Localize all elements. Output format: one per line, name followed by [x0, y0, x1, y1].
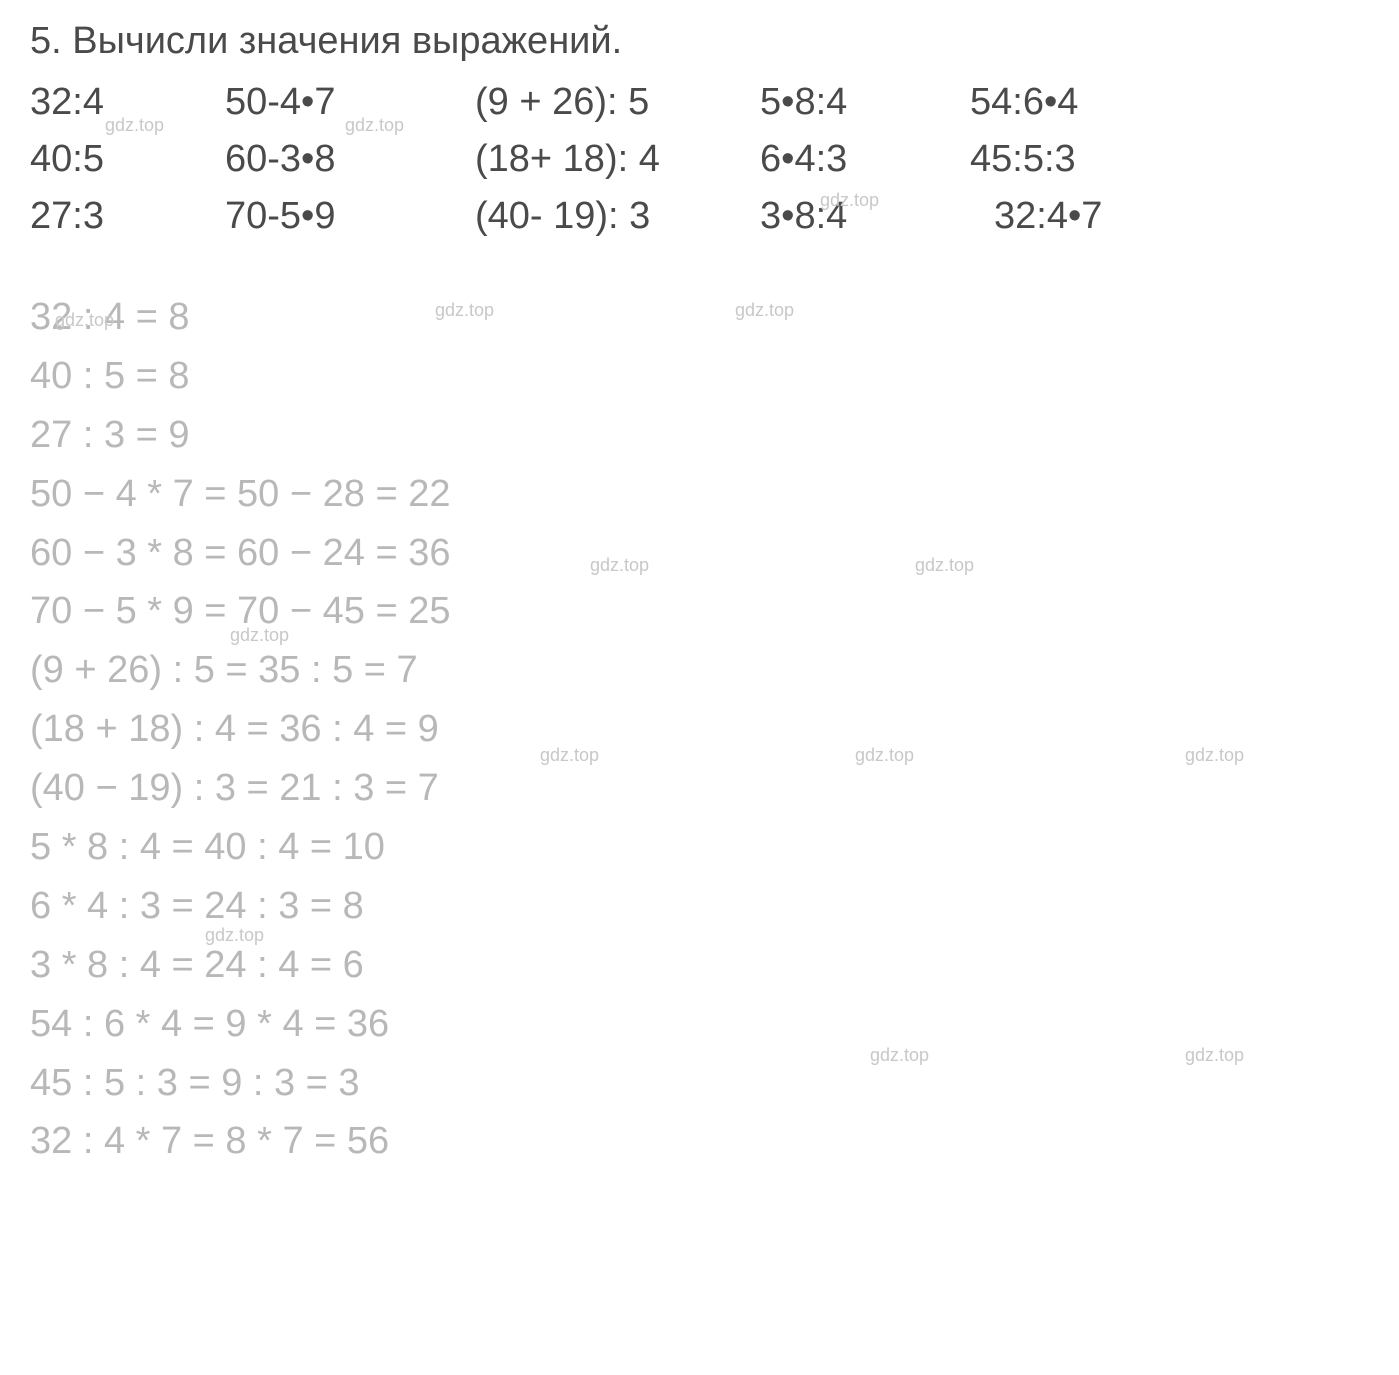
solution-line: (40 − 19) : 3 = 21 : 3 = 7: [30, 759, 1369, 818]
solution-line: 50 − 4 * 7 = 50 − 28 = 22: [30, 465, 1369, 524]
expr-cell: 60-3•8: [225, 138, 475, 181]
page: 5. Вычисли значения выражений. 32:4 50-4…: [0, 0, 1399, 1191]
solution-line: 32 : 4 * 7 = 8 * 7 = 56: [30, 1112, 1369, 1171]
expr-cell: (9 + 26): 5: [475, 81, 760, 124]
expr-cell: 32:4•7: [970, 195, 1170, 238]
solution-line: 32 : 4 = 8: [30, 288, 1369, 347]
expr-cell: (18+ 18): 4: [475, 138, 760, 181]
expr-cell: 5•8:4: [760, 81, 970, 124]
expression-grid: 32:4 50-4•7 (9 + 26): 5 5•8:4 54:6•4 40:…: [30, 81, 1369, 238]
expr-cell: 54:6•4: [970, 81, 1170, 124]
solution-line: 5 * 8 : 4 = 40 : 4 = 10: [30, 818, 1369, 877]
expr-cell: 6•4:3: [760, 138, 970, 181]
expr-cell: 50-4•7: [225, 81, 475, 124]
expr-cell: 27:3: [30, 195, 225, 238]
expr-cell: 3•8:4: [760, 195, 970, 238]
solution-line: 27 : 3 = 9: [30, 406, 1369, 465]
solution-line: (18 + 18) : 4 = 36 : 4 = 9: [30, 700, 1369, 759]
expr-cell: (40- 19): 3: [475, 195, 760, 238]
solution-line: (9 + 26) : 5 = 35 : 5 = 7: [30, 641, 1369, 700]
exercise-title: 5. Вычисли значения выражений.: [30, 20, 1369, 63]
solution-line: 54 : 6 * 4 = 9 * 4 = 36: [30, 995, 1369, 1054]
expr-cell: 45:5:3: [970, 138, 1170, 181]
solutions-block: 32 : 4 = 8 40 : 5 = 8 27 : 3 = 9 50 − 4 …: [30, 288, 1369, 1171]
solution-line: 40 : 5 = 8: [30, 347, 1369, 406]
solution-line: 70 − 5 * 9 = 70 − 45 = 25: [30, 582, 1369, 641]
solution-line: 60 − 3 * 8 = 60 − 24 = 36: [30, 524, 1369, 583]
expr-cell: 32:4: [30, 81, 225, 124]
solution-line: 6 * 4 : 3 = 24 : 3 = 8: [30, 877, 1369, 936]
solution-line: 3 * 8 : 4 = 24 : 4 = 6: [30, 936, 1369, 995]
expr-cell: 40:5: [30, 138, 225, 181]
solution-line: 45 : 5 : 3 = 9 : 3 = 3: [30, 1054, 1369, 1113]
expr-cell: 70-5•9: [225, 195, 475, 238]
